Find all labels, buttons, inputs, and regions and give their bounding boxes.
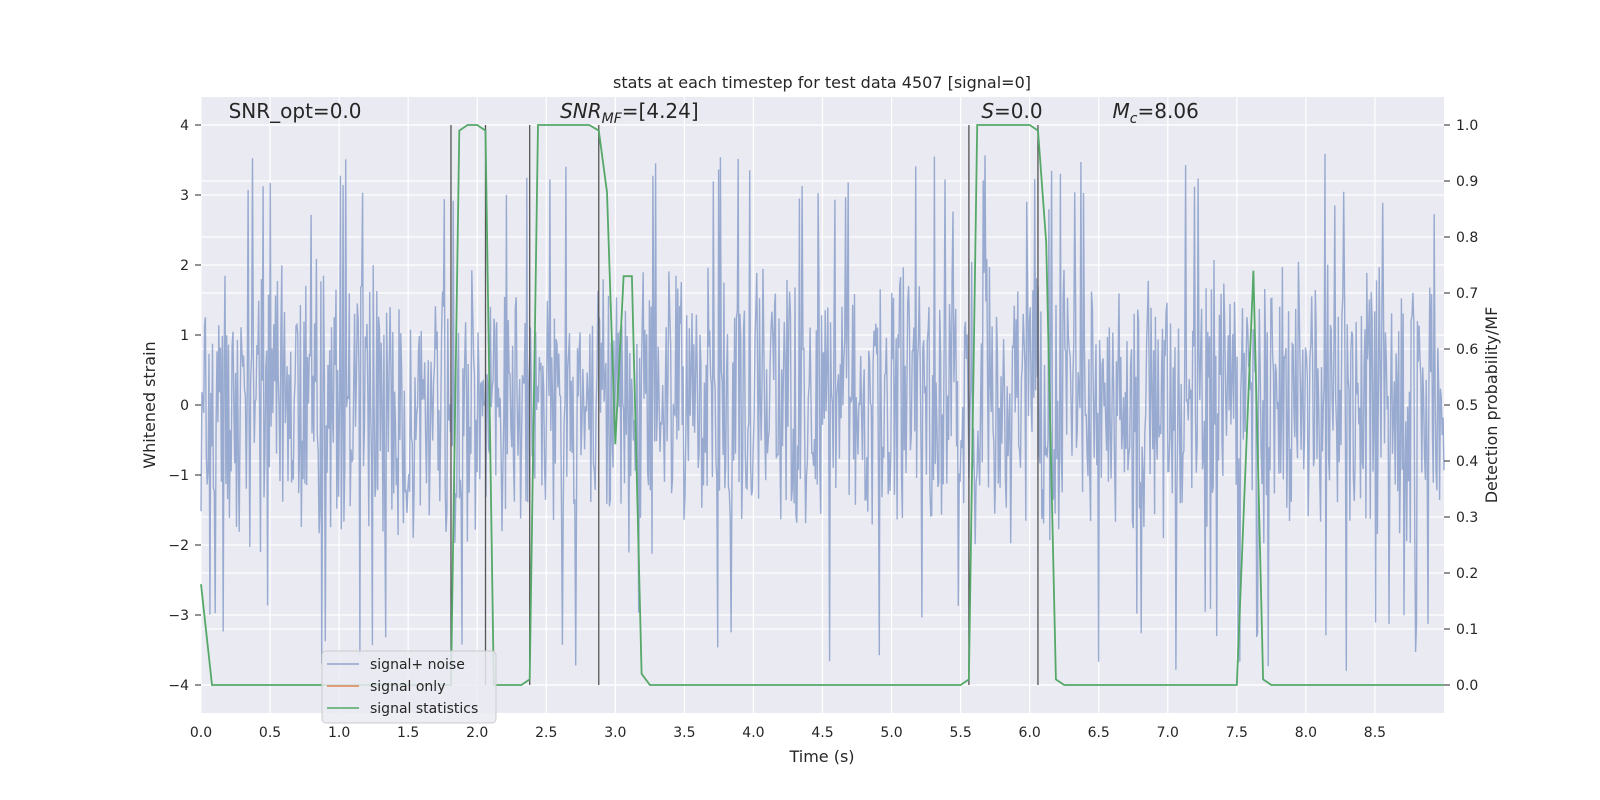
x-tick-label: 3.0 [604,725,626,741]
y-tick-label: 2 [180,258,189,274]
y-right-tick-label: 0.4 [1456,454,1478,470]
annotation-text: SNRMF=[4.24] [560,99,699,127]
vertical-lines [450,125,1039,685]
x-tick-label: 1.0 [328,725,350,741]
x-tick-label: 1.5 [397,725,419,741]
y-tick-label: −1 [168,468,189,484]
x-axis-ticks: 0.0 0.5 1.0 1.5 2.0 2.5 3.0 3.5 4.0 4.5 5.0 5.5 6.0 6… [190,725,1386,741]
x-tick-label: 2.0 [466,725,488,741]
y-right-tick-label: 0.2 [1456,566,1478,582]
x-tick-label: 4.5 [811,725,833,741]
y-tick-label: −4 [168,678,189,694]
annotation-text: Mc=8.06 [1113,99,1199,127]
y-right-tick-label: 0.6 [1456,342,1478,358]
annotations: SNR_opt=0.0 SNRMF=[4.24] S=0.0 Mc=8.06 [229,99,1199,127]
y-tick-label: 3 [180,188,189,204]
y-right-tick-label: 0.1 [1456,622,1478,638]
x-tick-label: 4.0 [742,725,764,741]
x-tick-label: 6.0 [1019,725,1041,741]
x-tick-label: 7.0 [1157,725,1179,741]
chart-title: stats at each timestep for test data 450… [613,73,1031,92]
x-tick-label: 3.5 [673,725,695,741]
y-tick-label: −3 [168,608,189,624]
legend: signal+ noise signal only signal statist… [321,650,497,724]
x-tick-label: 6.5 [1088,725,1110,741]
y-right-tick-label: 1.0 [1456,118,1478,134]
y-tick-label: −2 [168,538,189,554]
y-tick-label: 0 [180,398,189,414]
y-right-tick-label: 0.8 [1456,230,1478,246]
series-line-signal-noise [200,153,1445,671]
y-right-tick-label: 0.3 [1456,510,1478,526]
y-right-tick-label: 0.5 [1456,398,1478,414]
series-line-signal-statistics [200,124,1444,686]
y-right-tick-label: 0.7 [1456,286,1478,302]
series-signal-statistics [200,124,1444,686]
x-tick-label: 5.5 [949,725,971,741]
legend-label-signal-only: signal only [370,679,445,695]
x-tick-label: 8.5 [1364,725,1386,741]
y-axis-right-label: Detection probability/MF [1482,307,1501,504]
series-signal-noise [200,153,1445,671]
legend-label-signal-noise: signal+ noise [370,657,465,673]
legend-label-signal-statistics: signal statistics [370,701,478,717]
x-tick-label: 0.0 [190,725,212,741]
annotation-text: SNR_opt=0.0 [229,99,362,123]
y-axis-right-ticks: 1.0 0.9 0.8 0.7 0.6 0.5 0.4 0.3 0.2 0.1 0.0 [1444,118,1478,694]
y-axis-label: Whitened strain [140,341,159,468]
y-right-tick-label: 0.9 [1456,174,1478,190]
y-tick-label: 1 [180,328,189,344]
x-tick-label: 7.5 [1226,725,1248,741]
annotation-text: S=0.0 [981,99,1042,123]
legend-box [321,650,497,724]
x-tick-label: 5.0 [880,725,902,741]
x-tick-label: 0.5 [259,725,281,741]
x-tick-label: 8.0 [1295,725,1317,741]
y-tick-label: 4 [180,118,189,134]
y-axis-ticks: 4 3 2 1 0 −1 −2 −3 −4 [168,118,201,694]
y-right-tick-label: 0.0 [1456,678,1478,694]
x-tick-label: 2.5 [535,725,557,741]
x-axis-label: Time (s) [788,747,854,766]
